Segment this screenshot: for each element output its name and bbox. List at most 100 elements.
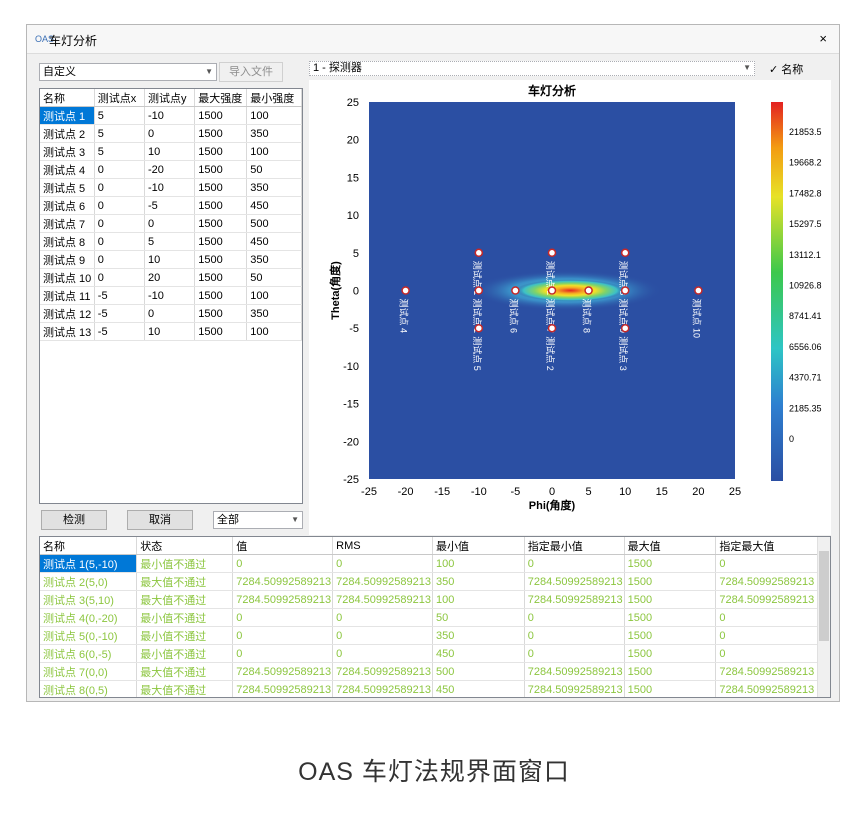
table-cell[interactable]: 50 bbox=[246, 268, 302, 287]
table-cell[interactable]: 100 bbox=[432, 554, 525, 573]
table-cell[interactable]: 1500 bbox=[624, 644, 717, 663]
table-cell[interactable]: 7284.50992589213 bbox=[232, 662, 334, 681]
filter-select[interactable]: 全部 ▼ bbox=[213, 511, 303, 529]
table-cell[interactable]: -20 bbox=[144, 160, 196, 179]
column-header[interactable]: 最小值 bbox=[432, 537, 525, 555]
column-header[interactable]: 指定最大值 bbox=[715, 537, 818, 555]
table-cell[interactable]: 测试点 13 bbox=[40, 322, 95, 341]
table-cell[interactable]: 7284.50992589213 bbox=[232, 590, 334, 609]
table-cell[interactable]: 7284.50992589213 bbox=[524, 680, 625, 697]
table-cell[interactable]: 350 bbox=[432, 626, 525, 645]
table-cell[interactable]: 100 bbox=[246, 322, 302, 341]
table-cell[interactable]: 1500 bbox=[624, 590, 717, 609]
table-cell[interactable]: 450 bbox=[432, 644, 525, 663]
table-cell[interactable]: 0 bbox=[524, 608, 625, 627]
table-cell[interactable]: 0 bbox=[232, 626, 334, 645]
test-point-marker[interactable] bbox=[474, 286, 484, 295]
table-cell[interactable]: 7284.50992589213 bbox=[524, 662, 625, 681]
table-cell[interactable]: 最大值不通过 bbox=[136, 572, 234, 591]
table-row[interactable]: 测试点 3 5 10 1500 100 bbox=[40, 142, 302, 161]
table-cell[interactable]: 7284.50992589213 bbox=[715, 680, 818, 697]
test-point-marker[interactable] bbox=[401, 286, 410, 295]
table-cell[interactable]: 测试点 12 bbox=[40, 304, 95, 323]
table-cell[interactable]: 350 bbox=[246, 250, 302, 269]
table-cell[interactable]: 测试点 7 bbox=[40, 214, 95, 233]
test-point-marker[interactable] bbox=[620, 248, 630, 258]
table-cell[interactable]: 450 bbox=[432, 680, 525, 697]
table-cell[interactable]: 7284.50992589213 bbox=[524, 590, 625, 609]
table-cell[interactable]: 5 bbox=[94, 106, 146, 125]
table-cell[interactable]: 1500 bbox=[194, 178, 248, 197]
test-point-marker[interactable] bbox=[584, 286, 593, 295]
table-row[interactable]: 测试点 2 5 0 1500 350 bbox=[40, 124, 302, 143]
column-header[interactable]: 名称 bbox=[40, 89, 95, 107]
table-cell[interactable]: 测试点 2 bbox=[40, 124, 95, 143]
test-point-marker[interactable] bbox=[620, 286, 630, 295]
table-cell[interactable]: -5 bbox=[94, 304, 146, 323]
table-cell[interactable]: 450 bbox=[246, 232, 302, 251]
table-cell[interactable]: 0 bbox=[715, 644, 818, 663]
test-point-marker[interactable] bbox=[547, 286, 557, 295]
table-cell[interactable]: 350 bbox=[246, 178, 302, 197]
table-cell[interactable]: 1500 bbox=[194, 232, 248, 251]
table-cell[interactable]: 7284.50992589213 bbox=[232, 572, 334, 591]
column-header[interactable]: 最小强度 bbox=[246, 89, 302, 107]
table-cell[interactable]: 1500 bbox=[194, 304, 248, 323]
table-cell[interactable]: 450 bbox=[246, 196, 302, 215]
table-cell[interactable]: 7284.50992589213 bbox=[524, 572, 625, 591]
table-cell[interactable]: 测试点 1 bbox=[40, 106, 95, 125]
table-cell[interactable]: 0 bbox=[232, 554, 334, 573]
table-cell[interactable]: 100 bbox=[246, 286, 302, 305]
table-cell[interactable]: 50 bbox=[246, 160, 302, 179]
table-cell[interactable]: 0 bbox=[144, 124, 196, 143]
preset-select[interactable]: 自定义 ▼ bbox=[39, 63, 217, 81]
table-cell[interactable]: 0 bbox=[715, 626, 818, 645]
test-point-marker[interactable] bbox=[511, 286, 520, 295]
table-row[interactable]: 测试点 4 0 -20 1500 50 bbox=[40, 160, 302, 179]
scrollbar-thumb[interactable] bbox=[819, 551, 829, 641]
test-point-marker[interactable] bbox=[474, 323, 484, 333]
table-row[interactable]: 测试点 4(0,-20) 最小值不通过 0 0 50 0 1500 0 bbox=[40, 608, 818, 627]
test-point-marker[interactable] bbox=[547, 323, 557, 333]
table-cell[interactable]: 测试点 4 bbox=[40, 160, 95, 179]
table-cell[interactable]: 1500 bbox=[194, 214, 248, 233]
table-cell[interactable]: 500 bbox=[432, 662, 525, 681]
table-row[interactable]: 测试点 8(0,5) 最大值不通过 7284.50992589213 7284.509… bbox=[40, 680, 818, 697]
table-cell[interactable]: 100 bbox=[246, 142, 302, 161]
table-cell[interactable]: 1500 bbox=[194, 268, 248, 287]
table-cell[interactable]: 0 bbox=[94, 214, 146, 233]
table-cell[interactable]: 350 bbox=[246, 304, 302, 323]
table-cell[interactable]: 测试点 8 bbox=[40, 232, 95, 251]
table-cell[interactable]: 最大值不通过 bbox=[136, 590, 234, 609]
table-cell[interactable]: -10 bbox=[144, 178, 196, 197]
table-cell[interactable]: 10 bbox=[144, 250, 196, 269]
table-cell[interactable]: 0 bbox=[332, 554, 433, 573]
detect-button[interactable]: 检测 bbox=[41, 510, 107, 530]
table-cell[interactable]: 测试点 1(5,-10) bbox=[40, 554, 138, 573]
table-cell[interactable]: 0 bbox=[94, 232, 146, 251]
table-row[interactable]: 测试点 3(5,10) 最大值不通过 7284.50992589213 7284.50… bbox=[40, 590, 818, 609]
table-cell[interactable]: 0 bbox=[94, 250, 146, 269]
table-cell[interactable]: 0 bbox=[232, 608, 334, 627]
table-cell[interactable]: 0 bbox=[524, 644, 625, 663]
column-header[interactable]: RMS bbox=[332, 537, 433, 555]
detector-select[interactable]: 1 - 探测器 ▼ bbox=[309, 61, 755, 76]
table-cell[interactable]: 1500 bbox=[194, 142, 248, 161]
table-cell[interactable]: 0 bbox=[144, 214, 196, 233]
column-header[interactable]: 值 bbox=[232, 537, 334, 555]
table-row[interactable]: 测试点 5(0,-10) 最小值不通过 0 0 350 0 1500 0 bbox=[40, 626, 818, 645]
table-cell[interactable]: 5 bbox=[94, 124, 146, 143]
test-point-marker[interactable] bbox=[694, 286, 703, 295]
table-row[interactable]: 测试点 7(0,0) 最大值不通过 7284.50992589213 7284.509… bbox=[40, 662, 818, 681]
column-header[interactable]: 最大强度 bbox=[194, 89, 248, 107]
table-cell[interactable]: 7284.50992589213 bbox=[332, 662, 433, 681]
table-cell[interactable]: 1500 bbox=[194, 286, 248, 305]
table-cell[interactable]: 测试点 7(0,0) bbox=[40, 662, 138, 681]
table-cell[interactable]: 测试点 3(5,10) bbox=[40, 590, 138, 609]
table-cell[interactable]: 最小值不通过 bbox=[136, 608, 234, 627]
table-cell[interactable]: -10 bbox=[144, 106, 196, 125]
table-row[interactable]: 测试点 11 -5 -10 1500 100 bbox=[40, 286, 302, 305]
column-header[interactable]: 指定最小值 bbox=[524, 537, 625, 555]
table-cell[interactable]: 测试点 2(5,0) bbox=[40, 572, 138, 591]
table-row[interactable]: 测试点 1 5 -10 1500 100 bbox=[40, 106, 302, 125]
